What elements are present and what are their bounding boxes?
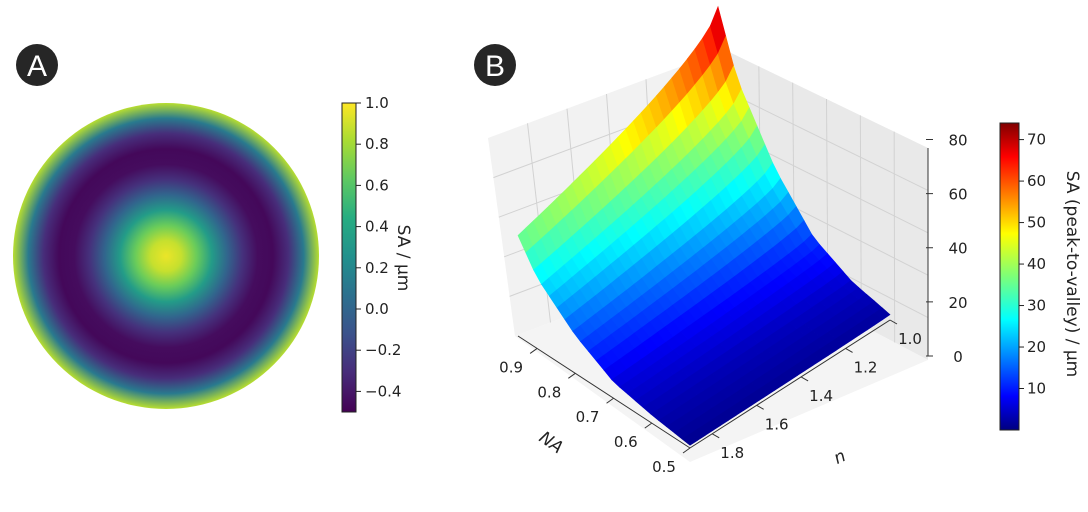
x-tick-label: 0.6 xyxy=(614,433,638,451)
y-tick-label: 1.6 xyxy=(765,415,789,433)
y-tick-label: 1.0 xyxy=(898,330,922,348)
colorbar-a-tick-label: 0.4 xyxy=(365,218,389,236)
colorbar-a-tick-label: −0.2 xyxy=(365,341,401,359)
panel-b: B 0 20 40 60 80 0.5 0.6 0.7 0.8 0.9 1.0 1.2 1.4 1.6… xyxy=(474,5,1082,476)
y-tick-label: 1.8 xyxy=(720,444,744,462)
colorbar-a-tick-label: −0.4 xyxy=(365,382,401,400)
x-tick-mark xyxy=(644,422,653,429)
z-axis: 0 20 40 60 80 xyxy=(926,131,968,366)
colorbar-b-tick-label: 10 xyxy=(1027,380,1046,398)
colorbar-a-tick-label: 0.8 xyxy=(365,135,389,153)
colorbar-a-tick-label: 0.0 xyxy=(365,300,389,318)
colorbar-b-tick-label: 20 xyxy=(1027,338,1046,356)
x-tick-mark xyxy=(682,447,691,454)
y-tick-mark xyxy=(756,404,764,410)
panel-a-letter: A xyxy=(27,50,47,83)
y-tick-mark xyxy=(800,376,809,382)
y-tick-mark xyxy=(889,319,898,325)
x-axis-label: NA xyxy=(535,428,566,458)
colorbar-b-tick-label: 40 xyxy=(1027,255,1046,273)
z-tick-label: 20 xyxy=(948,294,967,312)
panel-a-badge xyxy=(16,44,58,86)
back-pane-right xyxy=(725,50,928,360)
y-axis-n: 1.0 1.2 1.4 1.6 1.8 xyxy=(689,319,922,462)
colorbar-b-label: SA (peak-to-valley) / μm xyxy=(1062,171,1082,377)
y-tick-label: 1.2 xyxy=(854,358,878,376)
panel-b-letter: B xyxy=(485,50,505,83)
x-tick-label: 0.9 xyxy=(499,358,523,376)
x-tick-label: 0.7 xyxy=(576,408,600,426)
colorbar-b-tick-label: 50 xyxy=(1027,214,1046,232)
x-tick-mark xyxy=(568,372,576,379)
x-axis-na: 0.5 0.6 0.7 0.8 0.9 xyxy=(499,335,691,476)
colorbar-a-ticks: −0.4 −0.2 0.0 0.2 0.4 0.6 0.8 1.0 xyxy=(356,94,401,400)
panel-a: A −0.4 −0.2 0.0 0.2 0.4 0.6 0.8 1.0 SA / μm xyxy=(13,44,413,413)
y-tick-mark xyxy=(711,433,720,439)
z-tick-label: 0 xyxy=(953,348,963,366)
y-axis-label: n xyxy=(831,446,849,469)
colorbar-a xyxy=(341,102,357,413)
panel-b-badge xyxy=(474,44,516,86)
pupil-heatmap xyxy=(13,103,319,409)
colorbar-b xyxy=(999,122,1020,431)
z-tick-label: 80 xyxy=(948,131,967,149)
surface-cell xyxy=(874,307,891,321)
y-tick-mark xyxy=(845,348,853,353)
colorbar-a-label: SA / μm xyxy=(393,225,413,292)
y-axis-line xyxy=(689,319,891,449)
colorbar-b-tick-label: 60 xyxy=(1027,172,1046,190)
x-axis-line xyxy=(517,335,691,449)
colorbar-b-tick-label: 70 xyxy=(1027,131,1046,149)
z-tick-label: 40 xyxy=(948,240,967,258)
z-tick-label: 60 xyxy=(948,186,967,204)
colorbar-a-tick-label: 1.0 xyxy=(365,94,389,112)
grid-line xyxy=(893,131,896,343)
surface-plot xyxy=(517,5,891,446)
colorbar-a-tick-label: 0.2 xyxy=(365,259,389,277)
x-tick-label: 0.8 xyxy=(537,383,561,401)
x-tick-mark xyxy=(529,348,538,354)
colorbar-a-tick-label: 0.6 xyxy=(365,176,389,194)
x-tick-label: 0.5 xyxy=(652,458,676,476)
y-tick-label: 1.4 xyxy=(809,387,833,405)
colorbar-b-tick-label: 30 xyxy=(1027,297,1046,315)
colorbar-b-ticks: 10 20 30 40 50 60 70 xyxy=(1019,131,1046,398)
x-tick-mark xyxy=(606,397,614,404)
